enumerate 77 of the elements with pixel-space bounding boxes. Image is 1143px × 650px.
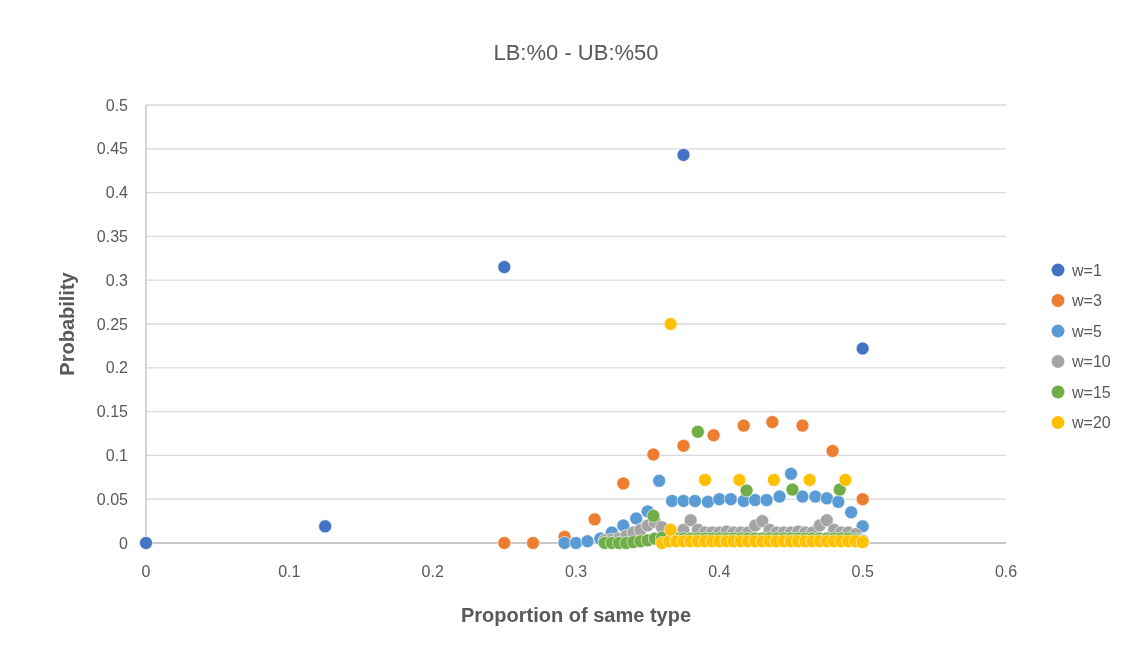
point (318, 519, 332, 534)
point (732, 473, 747, 487)
point (784, 467, 798, 481)
point (676, 148, 691, 162)
legend-label: w=5 (1071, 322, 1102, 340)
x-tick-label: 0.4 (708, 563, 731, 580)
y-axis-title: Probability (56, 271, 78, 376)
point (795, 489, 810, 504)
y-tick-label: 0.35 (96, 228, 129, 245)
y-tick-label: 0.3 (105, 271, 129, 289)
point (772, 489, 787, 504)
point (855, 492, 870, 506)
point (785, 482, 800, 497)
point (765, 415, 780, 429)
x-tick-label: 0.5 (851, 563, 874, 580)
legend-label: w=10 (1071, 353, 1111, 371)
legend-label: w=1 (1071, 261, 1102, 279)
point (139, 536, 153, 550)
point (831, 495, 846, 509)
point (759, 493, 774, 507)
y-tick-label: 0.25 (96, 315, 129, 333)
point (724, 492, 738, 506)
point (616, 476, 631, 491)
point (808, 489, 823, 504)
y-tick-label: 0.4 (105, 184, 129, 202)
point (820, 491, 834, 506)
point (688, 494, 702, 508)
point (820, 513, 834, 528)
y-tick-label: 0.15 (96, 403, 129, 421)
x-tick-label: 0.3 (564, 563, 588, 580)
x-tick-label: 0 (141, 563, 151, 580)
point (855, 341, 870, 356)
point (652, 474, 666, 488)
point (587, 512, 602, 527)
point (838, 473, 853, 487)
legend-label: w=15 (1071, 383, 1111, 401)
y-tick-label: 0 (119, 534, 129, 552)
point (663, 523, 678, 537)
x-tick-label: 0.1 (278, 563, 301, 580)
point (646, 447, 661, 462)
y-tick-label: 0.45 (96, 140, 129, 158)
point (832, 482, 847, 497)
y-tick-label: 0.2 (105, 359, 129, 377)
y-tick-label: 0.1 (105, 447, 129, 464)
x-axis-title: Proportion of same type (460, 604, 692, 626)
y-tick-label: 0.5 (105, 96, 129, 114)
point (629, 511, 643, 526)
y-tick-label: 0.05 (96, 490, 129, 508)
point (526, 536, 540, 550)
point (706, 428, 721, 443)
point (663, 317, 678, 331)
point (802, 473, 817, 487)
point (569, 536, 583, 550)
x-tick-label: 0.2 (421, 563, 444, 580)
x-tick-label: 0.6 (994, 563, 1018, 580)
point (683, 513, 698, 528)
point (712, 492, 727, 506)
point (795, 418, 810, 433)
chart-title: LB:%0 - UB:%50 (493, 40, 659, 65)
point (825, 444, 840, 458)
point (748, 493, 762, 507)
point (739, 483, 754, 498)
legend-label: w=3 (1071, 292, 1102, 310)
point (497, 260, 512, 274)
point (698, 473, 712, 487)
point (767, 473, 781, 487)
point (646, 509, 661, 523)
point (701, 495, 715, 509)
point (557, 536, 572, 550)
legend-label: w=20 (1071, 414, 1111, 432)
point (497, 536, 512, 550)
point (844, 505, 858, 520)
point (676, 438, 691, 453)
point (691, 424, 705, 439)
point (580, 534, 595, 549)
point (736, 418, 751, 433)
point (676, 494, 691, 508)
